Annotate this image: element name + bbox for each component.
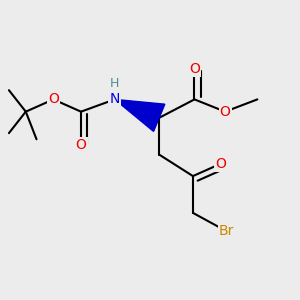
Text: Br: Br — [219, 224, 234, 238]
Text: O: O — [189, 62, 200, 76]
Text: H: H — [110, 77, 119, 90]
Text: N: N — [110, 92, 120, 106]
Polygon shape — [115, 99, 165, 131]
Text: O: O — [48, 92, 59, 106]
Text: O: O — [220, 105, 231, 119]
Text: O: O — [76, 138, 86, 152]
Text: O: O — [215, 157, 226, 171]
